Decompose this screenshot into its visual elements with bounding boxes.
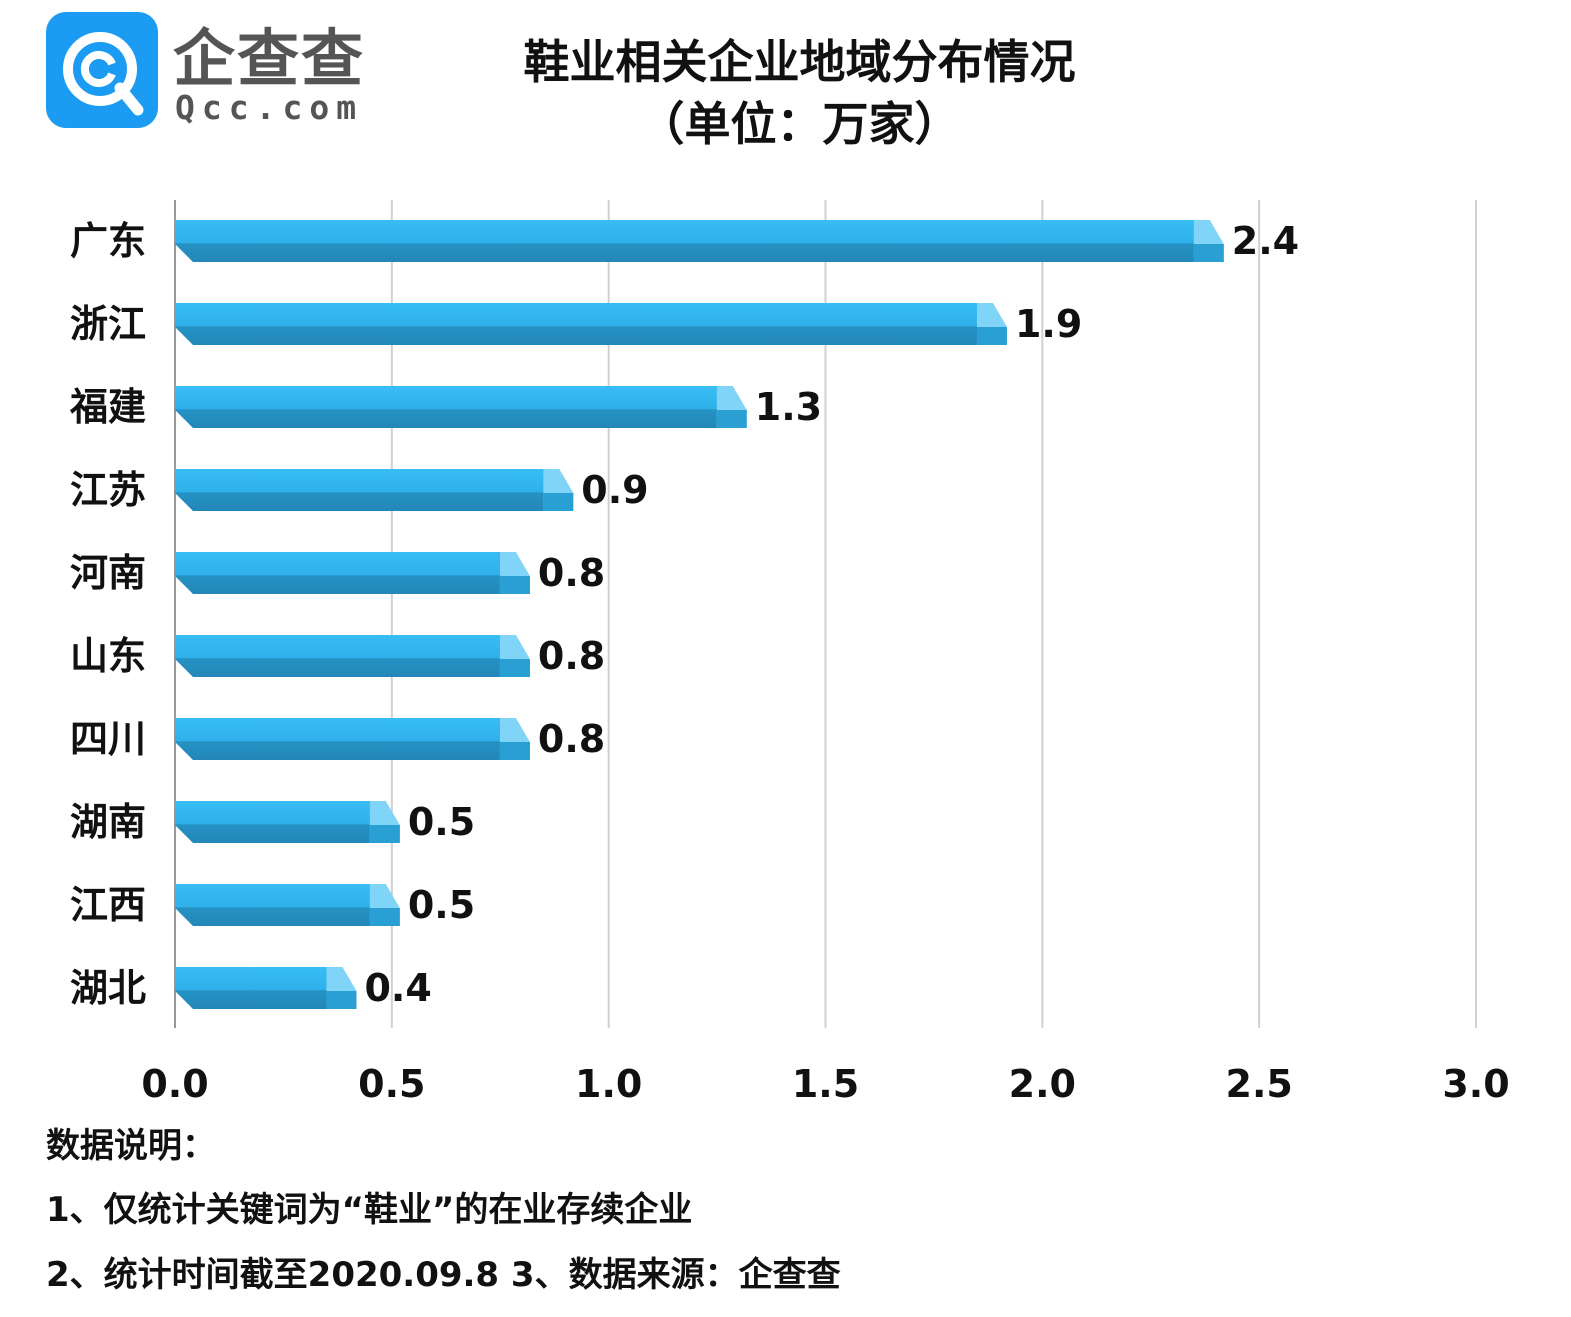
bar bbox=[175, 303, 1007, 345]
bar-body bbox=[175, 967, 329, 1009]
bar-end-shade bbox=[499, 659, 530, 677]
bar bbox=[175, 469, 574, 511]
bar-end-shade bbox=[543, 493, 574, 511]
bar-body bbox=[175, 386, 719, 428]
bar-end-shade bbox=[499, 576, 530, 594]
bar-end-shade bbox=[499, 742, 530, 760]
bar-body bbox=[175, 884, 372, 926]
bar-end-shade bbox=[369, 825, 400, 843]
bar-body bbox=[175, 469, 546, 511]
x-tick-label: 1.0 bbox=[575, 1062, 642, 1106]
bar-end-shade bbox=[716, 410, 747, 428]
bar-value-label: 2.4 bbox=[1232, 219, 1299, 263]
bar bbox=[175, 884, 400, 926]
qcc-logo-icon bbox=[46, 12, 158, 128]
x-tick-label: 0.5 bbox=[358, 1062, 425, 1106]
notes-heading: 数据说明： bbox=[46, 1126, 216, 1166]
bar-body bbox=[175, 552, 502, 594]
category-label: 广东 bbox=[70, 219, 146, 263]
notes-line-1: 1、仅统计关键词为“鞋业”的在业存续企业 bbox=[46, 1190, 693, 1230]
bar-value-label: 0.8 bbox=[538, 551, 605, 595]
bar-value-label: 0.4 bbox=[364, 966, 431, 1010]
bar bbox=[175, 220, 1224, 262]
x-tick-label: 1.5 bbox=[792, 1062, 859, 1106]
bar-body bbox=[175, 220, 1196, 262]
bar-value-label: 0.5 bbox=[408, 800, 475, 844]
chart-unit: （单位：万家） bbox=[638, 97, 961, 151]
bar-value-label: 0.9 bbox=[581, 468, 648, 512]
bar-value-label: 1.3 bbox=[755, 385, 822, 429]
bar-value-label: 0.8 bbox=[538, 717, 605, 761]
bar-body bbox=[175, 303, 979, 345]
category-label: 山东 bbox=[70, 634, 146, 678]
x-tick-label: 3.0 bbox=[1442, 1062, 1509, 1106]
bar-body bbox=[175, 635, 502, 677]
category-label: 浙江 bbox=[70, 302, 146, 346]
bar-value-label: 0.5 bbox=[408, 883, 475, 927]
category-label: 四川 bbox=[70, 717, 146, 761]
category-label: 福建 bbox=[69, 385, 146, 429]
bar bbox=[175, 967, 357, 1009]
category-label: 江西 bbox=[70, 883, 146, 927]
bar-end-shade bbox=[1193, 244, 1224, 262]
x-tick-label: 0.0 bbox=[141, 1062, 208, 1106]
chart-title: 鞋业相关企业地域分布情况 bbox=[523, 35, 1076, 89]
category-label: 河南 bbox=[70, 551, 146, 595]
category-label: 江苏 bbox=[70, 468, 146, 512]
bar-body bbox=[175, 718, 502, 760]
bar-end-shade bbox=[326, 991, 357, 1009]
brand-domain: Qcc.com bbox=[175, 88, 364, 127]
bar bbox=[175, 552, 530, 594]
category-label: 湖北 bbox=[70, 966, 146, 1010]
bar-end-shade bbox=[369, 908, 400, 926]
brand-name: 企查查 bbox=[173, 22, 366, 95]
x-tick-label: 2.5 bbox=[1226, 1062, 1293, 1106]
bar-body bbox=[175, 801, 372, 843]
category-label: 湖南 bbox=[70, 800, 146, 844]
bar-end-shade bbox=[976, 327, 1007, 345]
notes-line-2: 2、统计时间截至2020.09.8 3、数据来源：企查查 bbox=[46, 1255, 841, 1295]
bar bbox=[175, 801, 400, 843]
bar-value-label: 0.8 bbox=[538, 634, 605, 678]
bar bbox=[175, 635, 530, 677]
bar bbox=[175, 718, 530, 760]
x-tick-label: 2.0 bbox=[1009, 1062, 1076, 1106]
bar bbox=[175, 386, 747, 428]
bar-value-label: 1.9 bbox=[1015, 302, 1082, 346]
